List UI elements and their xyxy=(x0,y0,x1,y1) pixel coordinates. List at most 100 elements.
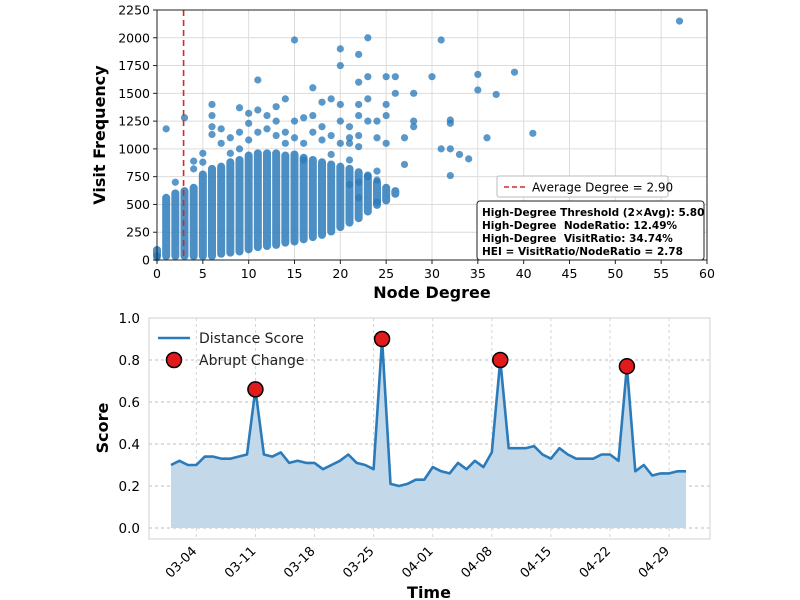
scatter-y-tick-label: 750 xyxy=(126,169,150,184)
legend-circle-icon xyxy=(165,351,183,369)
scatter-point xyxy=(199,158,207,166)
scatter-x-ticks: 0 5 10 15 20 25 30 35 40 45 50 55 60 xyxy=(153,260,715,281)
scatter-point xyxy=(290,117,299,125)
abrupt-change-marker xyxy=(492,351,509,369)
scatter-point xyxy=(510,68,519,76)
line-x-tick-label: 03-18 xyxy=(281,544,318,581)
scatter-x-tick-label: 60 xyxy=(699,266,715,281)
scatter-point xyxy=(364,73,372,81)
scatter-point xyxy=(364,34,372,42)
scatter-point xyxy=(355,131,363,140)
scatter-point-column xyxy=(318,158,326,239)
scatter-point xyxy=(355,100,363,109)
scatter-point-column xyxy=(208,164,216,260)
scatter-x-tick-label: 10 xyxy=(241,266,257,281)
line-chart: 0.00.20.40.60.81.0 03-04 03-11 03-18 03-25 0… xyxy=(93,311,711,600)
scatter-x-tick-label: 45 xyxy=(562,266,578,281)
scatter-point xyxy=(373,176,381,184)
scatter-point xyxy=(318,123,326,131)
legend-distance-score: Distance Score xyxy=(199,331,304,347)
scatter-point xyxy=(391,73,399,81)
stats-visit-ratio: High-Degree VisitRatio: 34.74% xyxy=(482,233,673,245)
scatter-point xyxy=(208,123,216,131)
distance-score-area xyxy=(171,339,686,528)
scatter-chart: 0 5 10 15 20 25 30 35 40 45 50 55 60 0 250 500 750 1000 1… xyxy=(90,3,715,303)
scatter-point-column xyxy=(226,158,235,257)
line-x-tick-label: 04-15 xyxy=(518,544,555,581)
line-y-ticks: 0.0 0.2 0.4 0.6 0.8 1.0 xyxy=(119,311,140,537)
scatter-point xyxy=(226,149,234,157)
stats-hei: HEI = VisitRatio/NodeRatio = 2.78 xyxy=(482,246,683,258)
scatter-point xyxy=(400,160,409,169)
scatter-point xyxy=(355,143,363,151)
scatter-point xyxy=(272,131,280,140)
abrupt-change-marker xyxy=(373,330,391,348)
line-x-tick-label: 03-11 xyxy=(222,544,259,581)
scatter-point xyxy=(373,167,381,175)
scatter-point xyxy=(465,155,473,163)
scatter-point xyxy=(235,145,244,153)
scatter-x-tick-label: 15 xyxy=(287,266,303,281)
scatter-point xyxy=(336,117,344,125)
stats-box: High-Degree Threshold (2×Avg): 5.80 High… xyxy=(476,200,705,261)
scatter-point xyxy=(446,145,454,153)
scatter-point xyxy=(373,117,381,125)
scatter-y-tick-label: 2000 xyxy=(118,30,150,45)
scatter-x-tick-label: 35 xyxy=(470,266,486,281)
scatter-point xyxy=(290,36,299,44)
scatter-point-column xyxy=(336,162,345,232)
scatter-point xyxy=(355,178,363,186)
scatter-x-tick-label: 25 xyxy=(378,266,394,281)
scatter-point xyxy=(345,156,354,164)
scatter-point xyxy=(300,139,308,147)
scatter-point xyxy=(364,117,372,125)
scatter-point xyxy=(410,89,418,97)
scatter-point xyxy=(309,111,317,120)
scatter-point xyxy=(336,61,344,70)
scatter-y-tick-label: 500 xyxy=(126,197,150,212)
scatter-point xyxy=(180,114,189,122)
scatter-point xyxy=(345,123,354,131)
scatter-point xyxy=(318,98,326,106)
scatter-point xyxy=(345,180,354,189)
scatter-point xyxy=(245,109,253,117)
scatter-point xyxy=(410,117,418,125)
scatter-point-column xyxy=(235,156,244,256)
scatter-point xyxy=(327,150,335,159)
scatter-point xyxy=(272,103,280,111)
scatter-point xyxy=(327,95,335,103)
scatter-point xyxy=(483,134,491,142)
scatter-x-tick-label: 40 xyxy=(516,266,532,281)
line-x-axis-label: Time xyxy=(407,583,451,600)
scatter-point xyxy=(428,73,436,81)
scatter-point xyxy=(318,136,326,144)
scatter-point xyxy=(529,129,537,137)
scatter-point xyxy=(336,45,344,53)
scatter-point xyxy=(373,198,381,206)
scatter-point xyxy=(245,119,253,127)
scatter-x-tick-label: 55 xyxy=(653,266,669,281)
scatter-point-column xyxy=(290,150,299,246)
line-y-tick-label: 0.2 xyxy=(119,479,140,495)
scatter-x-tick-label: 5 xyxy=(199,266,207,281)
scatter-point xyxy=(226,134,234,142)
line-y-tick-label: 0.6 xyxy=(119,395,140,411)
scatter-point xyxy=(345,134,354,142)
scatter-point xyxy=(235,104,244,112)
abrupt-change-marker xyxy=(618,358,636,375)
scatter-point xyxy=(290,134,299,142)
scatter-point xyxy=(300,114,308,122)
scatter-point-column xyxy=(382,183,391,205)
scatter-point xyxy=(474,86,482,94)
scatter-point-column xyxy=(244,151,253,254)
line-x-tick-label: 03-04 xyxy=(163,544,200,581)
line-x-tick-label: 04-01 xyxy=(399,544,436,581)
scatter-y-tick-label: 1000 xyxy=(118,141,150,156)
scatter-point xyxy=(309,128,317,136)
scatter-point-column xyxy=(299,153,308,244)
scatter-point xyxy=(437,36,445,44)
scatter-point xyxy=(437,145,445,153)
line-y-tick-label: 0.8 xyxy=(119,353,140,369)
line-y-axis-label: Score xyxy=(93,402,112,453)
